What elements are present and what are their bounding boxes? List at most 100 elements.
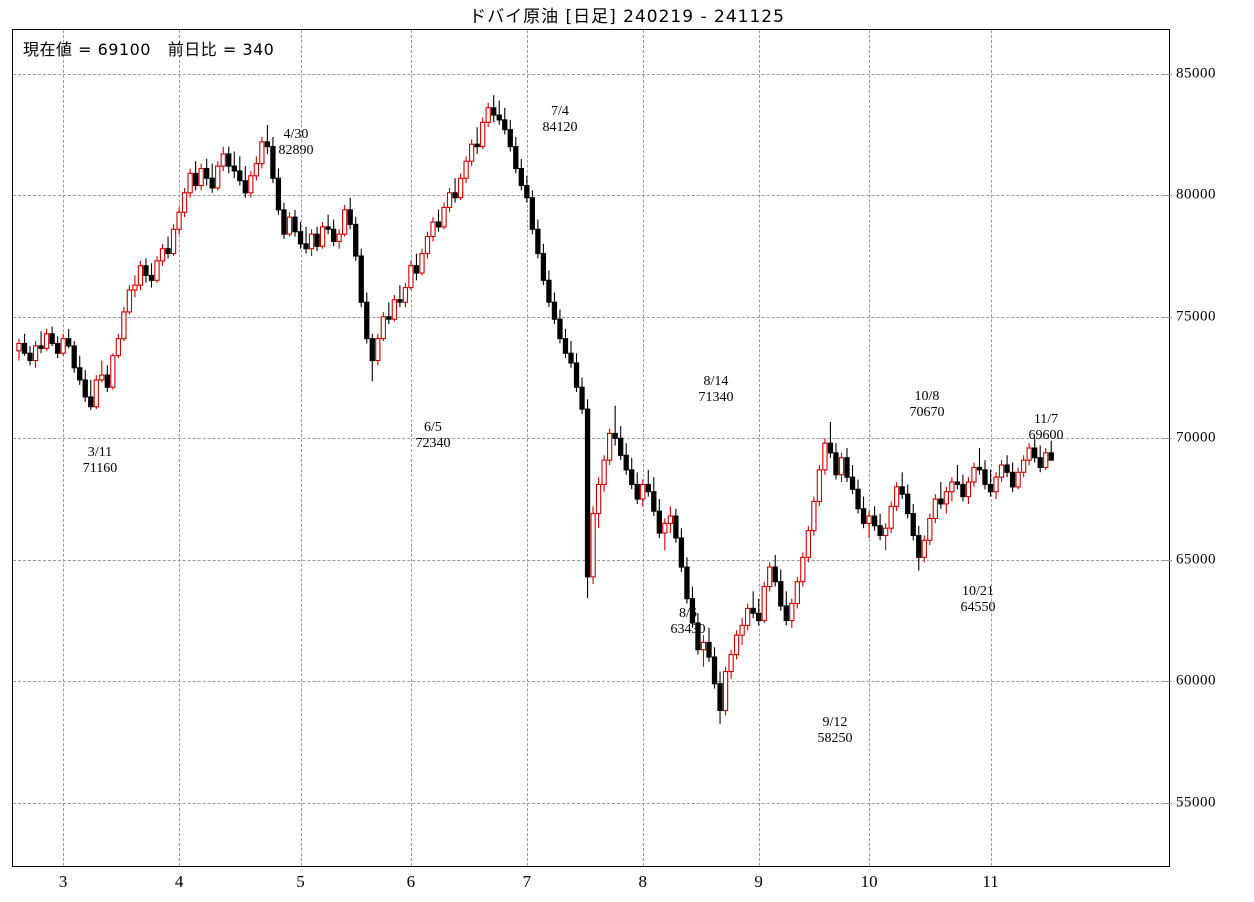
candle: [855, 479, 861, 514]
candle: [905, 484, 911, 519]
candle: [800, 552, 806, 587]
candle: [645, 469, 651, 497]
candle: [750, 591, 756, 619]
candle: [579, 377, 585, 414]
candle: [1037, 445, 1043, 473]
candle: [353, 217, 359, 261]
candle: [330, 219, 337, 247]
candle: [982, 460, 988, 490]
candle: [938, 482, 944, 509]
candle: [402, 282, 409, 308]
candle: [634, 472, 640, 504]
candle: [358, 248, 364, 308]
candle: [209, 163, 215, 193]
candle: [143, 258, 149, 283]
candle: [783, 591, 789, 626]
candle: [656, 499, 662, 538]
candle: [43, 328, 50, 351]
candle: [253, 156, 260, 181]
candle: [778, 569, 784, 611]
vgridline-10: [869, 30, 871, 866]
candle: [71, 341, 77, 373]
candle: [424, 231, 431, 259]
vgridline-11: [990, 30, 992, 866]
candle: [772, 554, 778, 587]
candle: [899, 472, 905, 500]
vgridline-7: [526, 30, 528, 866]
candle: [435, 209, 442, 232]
candle: [678, 528, 685, 572]
candle: [833, 443, 839, 480]
candle: [231, 151, 237, 179]
candle: [60, 333, 66, 356]
candle: [927, 513, 933, 546]
candle: [871, 506, 878, 531]
candle: [584, 399, 591, 598]
candle: [1026, 443, 1032, 466]
candle: [546, 270, 552, 308]
candle: [386, 302, 392, 325]
vgridline-6: [410, 30, 412, 866]
candle: [894, 482, 900, 512]
candle: [816, 465, 823, 507]
candle: [606, 428, 613, 466]
candle: [82, 370, 88, 402]
candle: [590, 506, 596, 585]
candle: [397, 285, 403, 308]
ytick-label-55000: 55000: [1176, 794, 1216, 811]
candle: [457, 173, 464, 201]
candle: [27, 345, 33, 366]
plot-frame: 3/11 71160 4/30 82890 6/5 72340 7/4 84120 8/14 71…: [12, 29, 1170, 867]
plot-area: 3/11 71160 4/30 82890 6/5 72340 7/4 84120 8/14 71…: [13, 30, 1169, 866]
candle: [535, 219, 541, 259]
candle: [993, 472, 999, 500]
candle: [154, 256, 160, 283]
xtick-label-9: 9: [754, 872, 763, 891]
candle: [695, 613, 701, 655]
candle: [916, 525, 922, 571]
candle: [468, 139, 475, 167]
candle: [292, 209, 298, 237]
candle: [192, 161, 199, 191]
ytick-mark-60000: [1164, 681, 1172, 683]
xtick-label-4: 4: [174, 872, 184, 891]
candle: [998, 460, 1005, 483]
candle: [198, 163, 204, 191]
candle: [612, 405, 618, 446]
ytick-mark-80000: [1164, 195, 1172, 197]
ytick-label-80000: 80000: [1176, 186, 1216, 203]
candle: [170, 224, 177, 257]
ytick-mark-75000: [1164, 316, 1172, 318]
hgridline-60000: [13, 681, 1169, 683]
vgridline-9: [758, 30, 760, 866]
candle: [391, 294, 398, 322]
candle: [88, 379, 94, 411]
candle: [181, 187, 188, 218]
candle: [364, 292, 370, 344]
candle: [562, 328, 569, 359]
candle: [756, 598, 762, 626]
candle: [49, 326, 55, 346]
candle: [1043, 448, 1049, 470]
candle: [369, 333, 375, 382]
candle: [132, 275, 138, 298]
xtick-label-3: 3: [58, 872, 68, 891]
candle: [1015, 467, 1021, 490]
candle: [651, 477, 657, 517]
candle: [463, 156, 469, 184]
candle: [176, 207, 182, 235]
candle: [137, 260, 144, 291]
candle: [524, 175, 530, 203]
candle: [629, 457, 635, 490]
candle: [408, 260, 414, 291]
candle: [921, 535, 927, 563]
candle: [623, 443, 629, 475]
candle: [507, 119, 513, 152]
candle: [204, 158, 210, 186]
candle: [888, 501, 894, 534]
candle: [380, 311, 386, 342]
ytick-label-85000: 85000: [1176, 65, 1216, 82]
candle: [16, 338, 22, 361]
candle: [220, 146, 226, 171]
candle: [275, 168, 282, 215]
